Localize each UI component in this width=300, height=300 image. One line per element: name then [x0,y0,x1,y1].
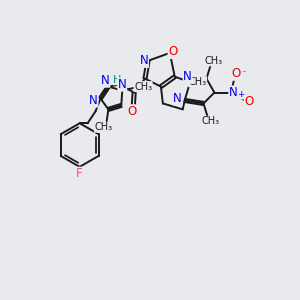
Text: N: N [118,78,127,91]
Text: CH₃: CH₃ [201,116,220,126]
Text: CH₃: CH₃ [204,56,223,66]
Text: N: N [173,92,182,105]
Text: CH₃: CH₃ [134,82,152,92]
Text: O: O [168,45,177,58]
Text: N: N [229,86,238,99]
Text: CH₃: CH₃ [188,76,207,87]
Text: N: N [140,54,148,67]
Text: CH₃: CH₃ [94,122,112,132]
Text: N: N [89,94,98,107]
Text: +: + [237,90,245,99]
Text: O: O [244,95,254,108]
Text: ⁻: ⁻ [242,69,247,78]
Text: O: O [128,105,137,118]
Text: N: N [183,70,192,83]
Text: O: O [232,67,241,80]
Text: N: N [101,74,110,87]
Text: F: F [76,167,83,180]
Text: H: H [113,75,122,85]
